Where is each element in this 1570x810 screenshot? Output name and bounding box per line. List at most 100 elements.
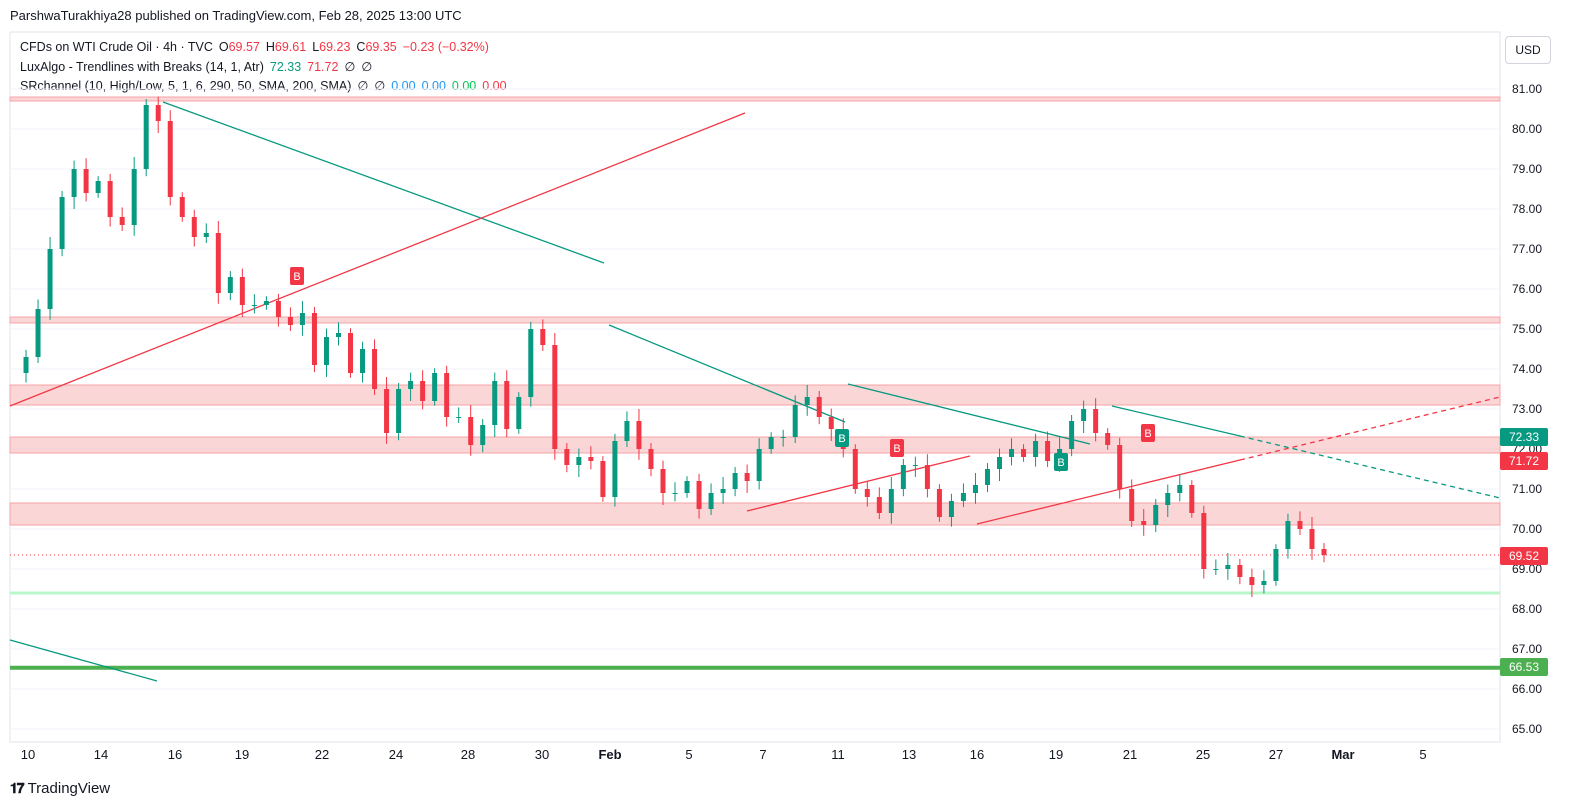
candle: [372, 339, 378, 395]
candle-body: [420, 381, 426, 401]
x-tick-label: Mar: [1331, 747, 1354, 762]
candle-body: [384, 389, 390, 433]
candle-body: [456, 417, 462, 418]
published-header: ParshwaTurakhiya28 published on TradingV…: [10, 8, 462, 23]
candle: [191, 209, 197, 247]
candle-body: [119, 217, 125, 225]
tradingview-logo[interactable]: 𝟏𝟕 TradingView: [10, 780, 110, 797]
candle: [1237, 559, 1243, 585]
candle-body: [864, 489, 870, 497]
candle-body: [1045, 441, 1051, 461]
candle: [1093, 398, 1099, 442]
y-tick-label: 71.00: [1512, 482, 1542, 496]
candle-body: [612, 441, 618, 497]
candle: [984, 463, 990, 493]
candle-body: [203, 233, 209, 237]
candle: [972, 473, 978, 504]
candle-body: [1021, 449, 1027, 457]
upper-trend-price-tag: 72.33: [1500, 428, 1548, 446]
candle: [275, 293, 281, 327]
candle-body: [588, 457, 594, 461]
candle: [1021, 444, 1027, 462]
candle: [997, 448, 1003, 481]
candle-body: [71, 169, 77, 197]
candle-body: [756, 449, 762, 481]
candle-body: [528, 329, 534, 397]
y-tick-label: 76.00: [1512, 282, 1542, 296]
candle: [1141, 509, 1147, 536]
x-tick-label: 10: [21, 747, 35, 762]
support-price-tag: 66.53: [1500, 658, 1548, 676]
y-tick-label: 69.00: [1512, 562, 1542, 576]
candle: [23, 349, 29, 383]
candle-body: [852, 449, 858, 489]
candle-body: [696, 481, 702, 509]
candle-body: [167, 121, 173, 197]
candle-body: [360, 349, 366, 373]
legend-luxalgo[interactable]: LuxAlgo - Trendlines with Breaks (14, 1,…: [20, 59, 378, 74]
candle-body: [828, 417, 834, 429]
candle-body: [1213, 569, 1219, 570]
candle: [119, 207, 125, 231]
y-tick-label: 79.00: [1512, 162, 1542, 176]
candle: [1069, 415, 1075, 457]
y-tick-label: 68.00: [1512, 602, 1542, 616]
candle: [384, 377, 390, 444]
trend-line: [162, 101, 605, 264]
candle-body: [335, 333, 341, 337]
candle-body: [444, 373, 450, 417]
x-tick-label: 30: [535, 747, 549, 762]
candle: [576, 448, 582, 477]
candle: [696, 473, 702, 519]
currency-button[interactable]: USD: [1505, 36, 1551, 64]
candle-body: [912, 465, 918, 466]
trend-line: [608, 324, 846, 423]
candle-body: [624, 421, 630, 441]
open-label: O: [218, 40, 229, 54]
candle: [1153, 499, 1159, 533]
candle: [1285, 513, 1291, 559]
candle-body: [107, 181, 113, 217]
break-signal-box: [290, 267, 304, 285]
candle: [1045, 431, 1051, 467]
candle-body: [516, 397, 522, 429]
candle-body: [1309, 529, 1315, 549]
candle: [203, 223, 209, 243]
y-tick-label: 67.00: [1512, 642, 1542, 656]
x-tick-label: 5: [1419, 747, 1426, 762]
trend-line: [9, 639, 158, 682]
candle: [227, 271, 233, 301]
candle-body: [372, 349, 378, 389]
candle: [780, 429, 786, 447]
candle-body: [59, 197, 65, 249]
indicator-value: 72.33: [269, 60, 302, 74]
candle: [1297, 511, 1303, 535]
candle-body: [35, 309, 41, 357]
y-tick-label: 77.00: [1512, 242, 1542, 256]
candle-body: [504, 381, 510, 429]
legend-symbol[interactable]: CFDs on WTI Crude Oil · 4h · TVC O69.57 H6…: [20, 40, 495, 54]
candle: [167, 110, 173, 206]
candle-body: [1093, 409, 1099, 433]
candle: [744, 464, 750, 493]
low-label: L: [312, 40, 320, 54]
candle-body: [263, 301, 269, 305]
candle: [239, 268, 245, 317]
candle: [1165, 484, 1171, 517]
candle: [924, 454, 930, 498]
candle: [59, 191, 65, 257]
low-value: 69.23: [319, 40, 351, 54]
candle-body: [323, 337, 329, 365]
candle-body: [876, 497, 882, 513]
candle: [720, 477, 726, 504]
candle: [1249, 568, 1255, 597]
candle-body: [1189, 485, 1195, 513]
candle: [936, 484, 942, 522]
candle: [540, 319, 546, 351]
close-label: C: [356, 40, 366, 54]
candle: [588, 446, 594, 470]
candle: [456, 407, 462, 423]
candle: [420, 370, 426, 410]
candle: [1225, 553, 1231, 580]
